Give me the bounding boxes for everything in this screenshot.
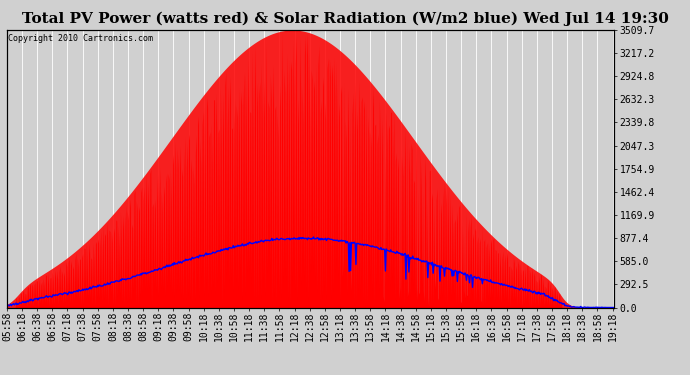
- Text: Total PV Power (watts red) & Solar Radiation (W/m2 blue) Wed Jul 14 19:30: Total PV Power (watts red) & Solar Radia…: [21, 11, 669, 26]
- Text: Copyright 2010 Cartronics.com: Copyright 2010 Cartronics.com: [8, 34, 153, 43]
